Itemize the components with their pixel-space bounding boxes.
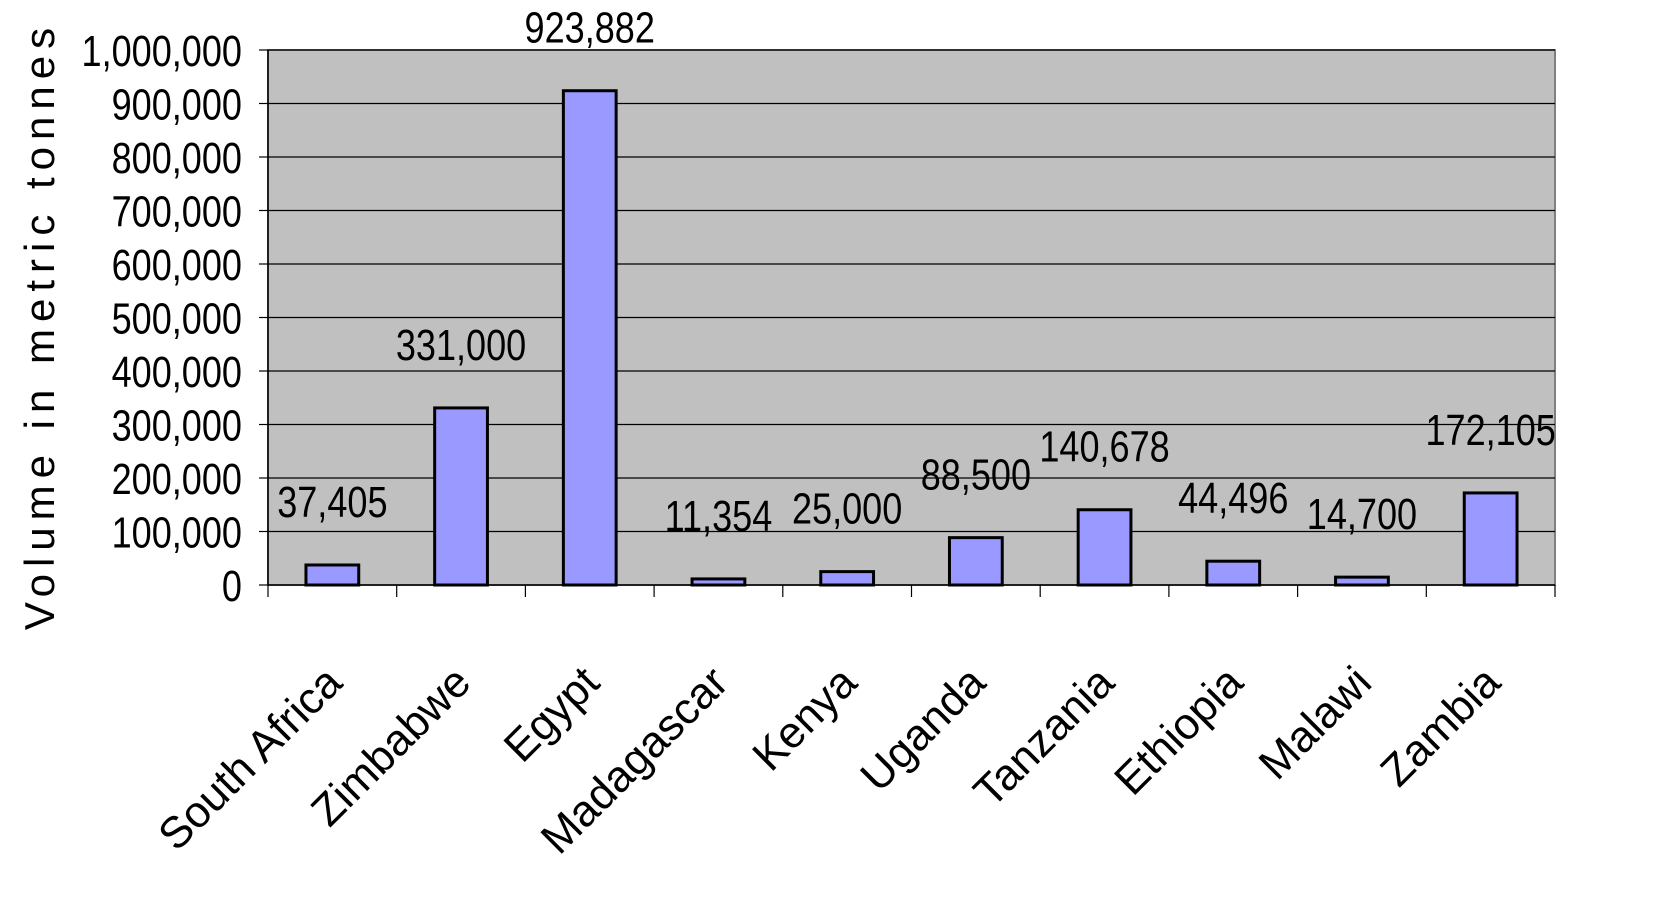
bar-malawi [1334,575,1390,587]
bar-uganda [947,536,1004,587]
y-tick-label: 0 [222,562,242,611]
bar-south-africa [304,563,361,587]
x-tick-label: Zambia [1371,657,1510,796]
y-tick-label: 400,000 [112,348,242,397]
data-label: 88,500 [921,450,1031,499]
data-label: 140,678 [1039,422,1169,471]
y-tick-label: 300,000 [112,401,242,450]
y-axis-title: Volume in metric tonnes [16,21,63,630]
bar-ethiopia [1205,559,1262,587]
bar-madagascar [690,577,747,587]
data-label: 331,000 [396,321,526,370]
bar-zimbabwe [433,406,489,587]
y-tick-label: 1,000,000 [82,27,242,76]
bar-egypt [561,89,618,587]
bars [304,89,1519,587]
data-label: 923,882 [525,3,655,52]
data-label: 44,496 [1178,474,1288,523]
bar-kenya [819,570,876,587]
bar-tanzania [1076,508,1133,587]
y-tick-label: 900,000 [112,80,242,129]
x-tick-label: Egypt [495,657,609,771]
y-tick-label: 700,000 [112,187,242,236]
y-tick-label: 500,000 [112,294,242,343]
y-tick-label: 200,000 [112,455,242,504]
y-tick-label: 800,000 [112,134,242,183]
data-label: 25,000 [792,484,902,533]
y-tick-label: 600,000 [112,241,242,290]
data-label: 14,700 [1307,490,1417,539]
x-tick-label: Malawi [1250,657,1381,788]
x-tick-label: Tanzania [964,657,1124,817]
bar-zambia [1462,491,1519,587]
x-tick-label: Ethiopia [1105,657,1252,804]
x-tick-label: South Africa [149,657,352,860]
y-tick-label: 100,000 [112,508,242,557]
data-label: 37,405 [277,478,387,527]
x-tick-label: Kenya [743,657,866,780]
data-label: 11,354 [665,492,773,541]
data-label: 172,105 [1425,406,1555,455]
axes [267,50,1556,597]
